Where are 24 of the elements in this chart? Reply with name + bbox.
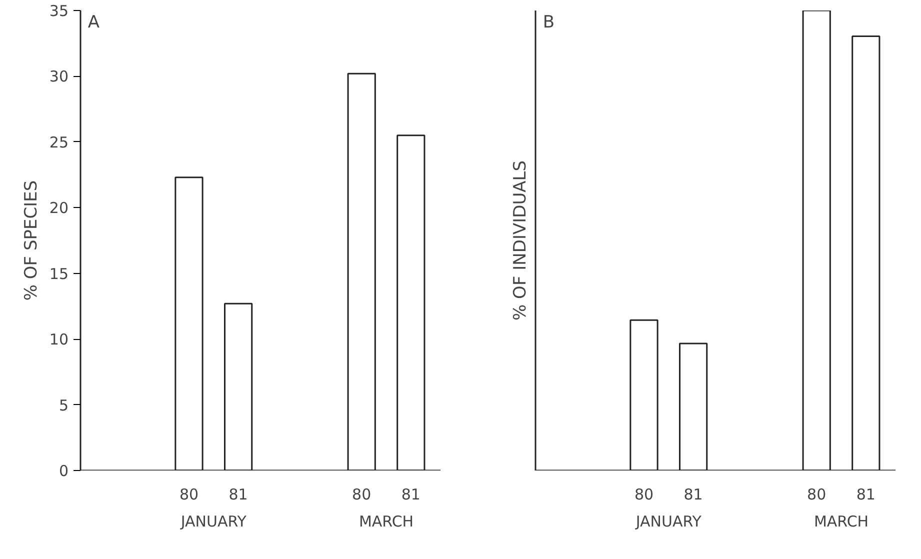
chart-title: A xyxy=(88,12,100,32)
x-tick-label: 81 xyxy=(401,486,420,504)
y-tick-label: 10 xyxy=(49,330,69,349)
x-tick-label: 80 xyxy=(634,486,654,504)
text: JANUARY xyxy=(180,512,248,530)
y-tick-label: 30 xyxy=(49,68,69,86)
x-tick-label: 80 xyxy=(352,486,372,504)
y-axis-title: % OF INDIVIDUALS xyxy=(510,160,530,321)
x-tick-label: 81 xyxy=(228,486,248,504)
x-tick-label: 80 xyxy=(179,486,199,504)
chart-title: B xyxy=(542,12,555,32)
text: MARCH xyxy=(358,512,414,530)
y-axis-title: % OF SPECIES xyxy=(21,180,42,301)
y-tick-label: 20 xyxy=(49,199,69,218)
x-tick-label: 81 xyxy=(684,486,703,504)
x-tick-label: 80 xyxy=(807,486,826,504)
y-tick-label: 0 xyxy=(58,462,69,480)
y-tick-label: 15 xyxy=(49,264,69,283)
text: MARCH xyxy=(814,512,869,530)
y-tick-label: 25 xyxy=(49,133,69,152)
text: JANUARY xyxy=(634,512,702,530)
x-tick-label: 81 xyxy=(856,486,876,504)
y-tick-label: 5 xyxy=(58,396,69,414)
y-tick-label: 35 xyxy=(49,2,69,20)
